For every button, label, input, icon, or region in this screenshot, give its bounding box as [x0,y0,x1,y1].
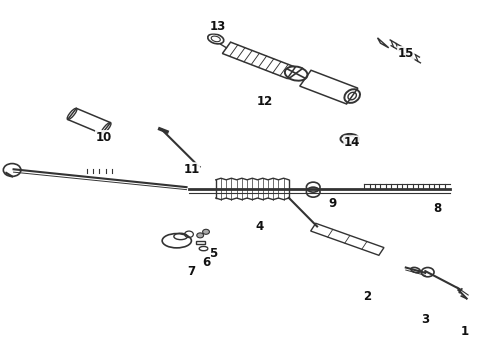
Text: 9: 9 [329,197,337,210]
Text: 14: 14 [344,136,360,149]
Text: 3: 3 [421,313,429,326]
Circle shape [197,233,203,238]
Text: 2: 2 [363,289,371,303]
Text: 12: 12 [256,95,272,108]
Text: 7: 7 [187,265,196,278]
Text: 5: 5 [209,247,218,260]
Circle shape [202,229,209,234]
Text: 1: 1 [460,325,468,338]
Text: 11: 11 [183,163,199,176]
Text: 4: 4 [255,220,264,233]
Bar [196,241,205,244]
Text: 6: 6 [202,256,210,269]
Text: 8: 8 [433,202,441,215]
Text: 15: 15 [397,47,414,60]
Text: 10: 10 [96,131,112,144]
Text: 13: 13 [210,20,226,33]
